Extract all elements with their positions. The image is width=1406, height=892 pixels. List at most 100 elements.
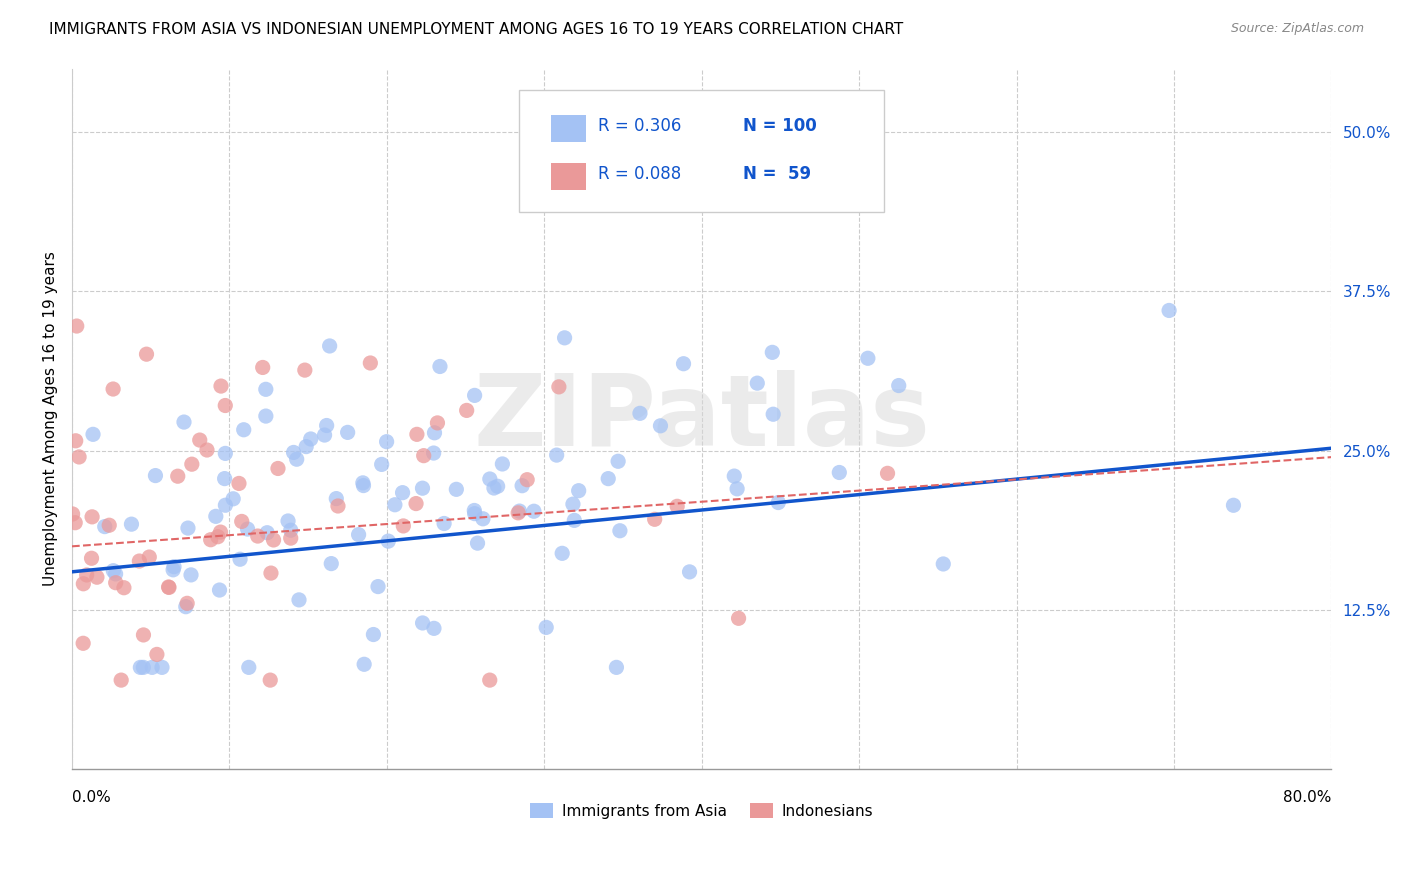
Point: [232, 423, 254, 437]
Text: ZIPatlas: ZIPatlas: [474, 370, 931, 467]
Point: [104, 566, 127, 581]
Point: [547, 380, 569, 394]
Point: [672, 357, 695, 371]
Point: [132, 660, 155, 674]
Point: [326, 499, 349, 513]
Point: [478, 472, 501, 486]
Point: [177, 521, 200, 535]
Point: [207, 530, 229, 544]
Point: [176, 596, 198, 610]
Point: [723, 469, 745, 483]
Point: [568, 483, 591, 498]
Text: R = 0.088: R = 0.088: [599, 165, 682, 183]
Text: N =  59: N = 59: [744, 165, 811, 183]
Point: [299, 432, 322, 446]
Point: [205, 509, 228, 524]
Point: [209, 525, 232, 540]
Point: [1222, 498, 1244, 512]
Point: [72, 576, 94, 591]
Point: [464, 507, 486, 521]
Point: [93, 519, 115, 533]
Point: [609, 524, 631, 538]
Point: [727, 611, 749, 625]
Point: [325, 491, 347, 506]
Point: [762, 407, 785, 421]
Point: [478, 673, 501, 687]
Point: [98, 518, 121, 533]
Point: [231, 515, 253, 529]
Point: [467, 536, 489, 550]
Point: [157, 580, 180, 594]
Point: [375, 434, 398, 449]
Point: [516, 473, 538, 487]
Point: [209, 379, 232, 393]
Point: [666, 500, 689, 514]
Point: [80, 509, 103, 524]
Point: [932, 557, 955, 571]
Point: [146, 648, 169, 662]
Point: [128, 554, 150, 568]
Point: [856, 351, 879, 366]
Point: [103, 564, 125, 578]
Point: [285, 452, 308, 467]
Point: [464, 388, 486, 402]
Point: [238, 660, 260, 674]
Point: [314, 428, 336, 442]
Point: [63, 516, 86, 530]
Point: [412, 449, 434, 463]
Point: [145, 468, 167, 483]
Point: [67, 450, 90, 464]
Point: [267, 461, 290, 475]
Y-axis label: Unemployment Among Ages 16 to 19 years: Unemployment Among Ages 16 to 19 years: [44, 252, 58, 586]
Point: [277, 514, 299, 528]
Legend: Immigrants from Asia, Indonesians: Immigrants from Asia, Indonesians: [523, 797, 880, 825]
Point: [62, 507, 84, 521]
Point: [605, 660, 627, 674]
Point: [367, 580, 389, 594]
Point: [747, 376, 769, 391]
Point: [876, 467, 898, 481]
Point: [150, 660, 173, 674]
Point: [259, 673, 281, 687]
Point: [546, 448, 568, 462]
Point: [406, 427, 429, 442]
Point: [828, 466, 851, 480]
Point: [162, 563, 184, 577]
Point: [423, 621, 446, 635]
Point: [280, 523, 302, 537]
Point: [72, 636, 94, 650]
Point: [377, 534, 399, 549]
Point: [112, 581, 135, 595]
Point: [120, 517, 142, 532]
Point: [321, 557, 343, 571]
Point: [412, 615, 434, 630]
Text: Source: ZipAtlas.com: Source: ZipAtlas.com: [1230, 22, 1364, 36]
Point: [129, 660, 152, 674]
Point: [491, 457, 513, 471]
Point: [195, 442, 218, 457]
Point: [523, 504, 546, 518]
Point: [222, 491, 245, 506]
Point: [288, 593, 311, 607]
Point: [471, 512, 494, 526]
Point: [347, 527, 370, 541]
Point: [246, 529, 269, 543]
Point: [561, 497, 583, 511]
Point: [82, 427, 104, 442]
Point: [254, 382, 277, 396]
Point: [280, 531, 302, 545]
Point: [263, 533, 285, 547]
Point: [180, 457, 202, 471]
Point: [598, 472, 620, 486]
Point: [65, 434, 87, 448]
Point: [336, 425, 359, 440]
Point: [433, 516, 456, 531]
Bar: [551, 115, 586, 142]
Point: [446, 483, 468, 497]
Text: N = 100: N = 100: [744, 117, 817, 135]
Point: [86, 570, 108, 584]
Point: [510, 479, 533, 493]
Point: [163, 559, 186, 574]
Point: [359, 356, 381, 370]
Point: [554, 331, 576, 345]
